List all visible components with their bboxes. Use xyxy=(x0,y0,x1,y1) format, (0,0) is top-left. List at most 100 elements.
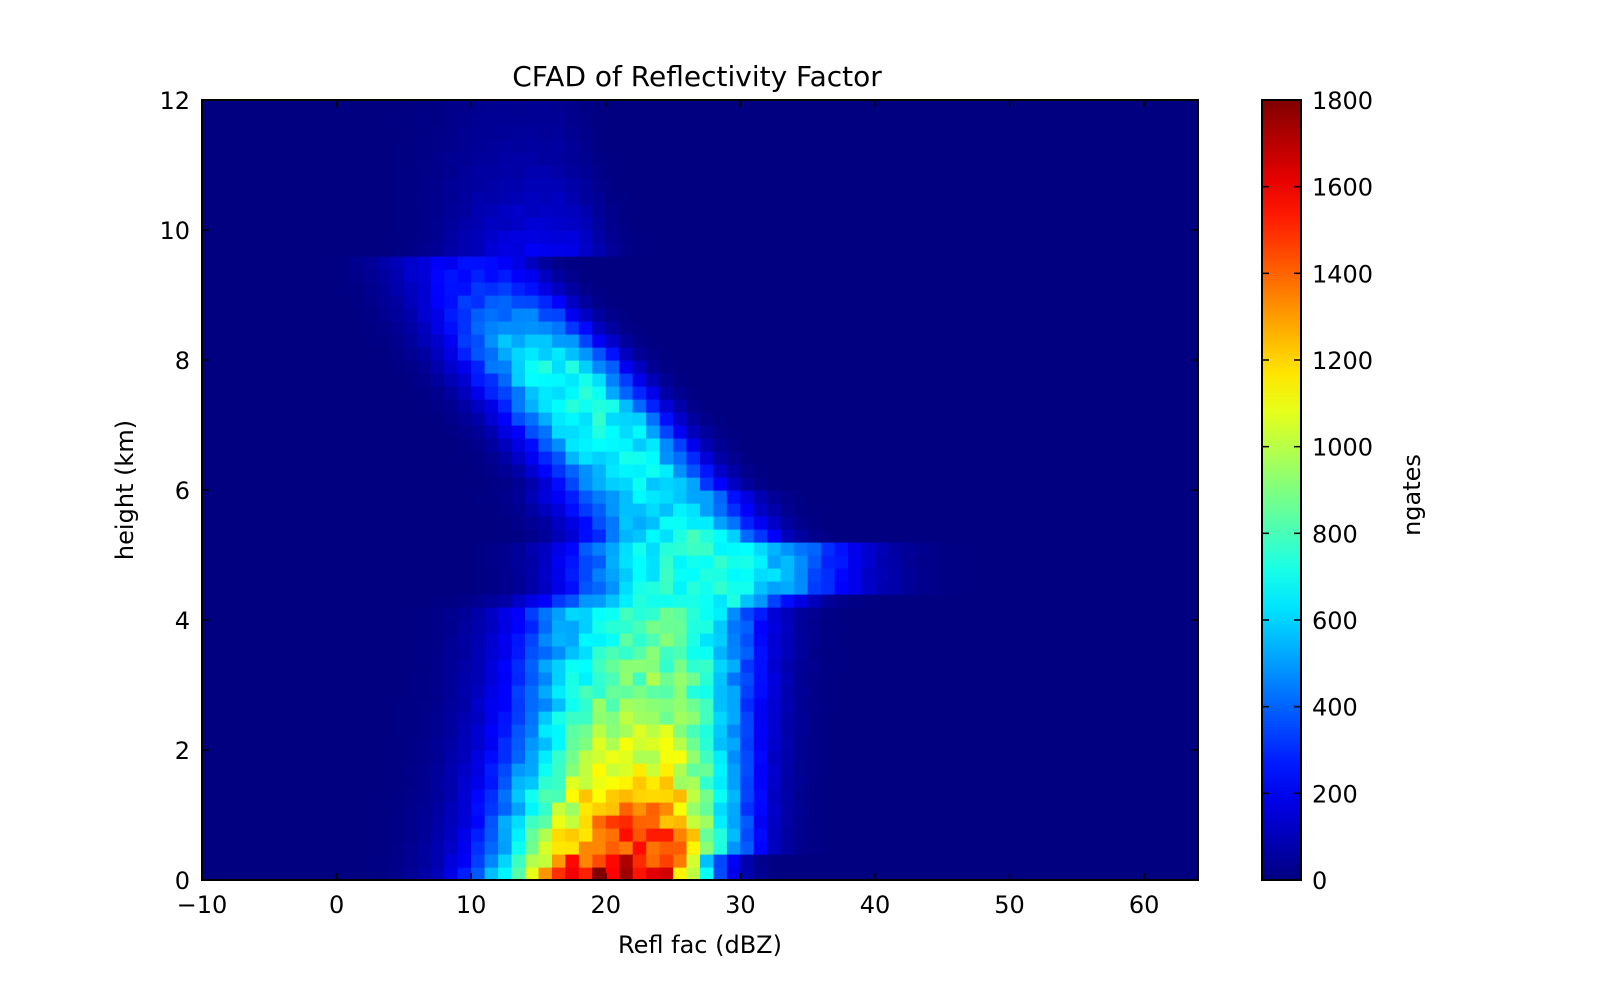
heatmap-cell xyxy=(996,776,1011,790)
heatmap-cell xyxy=(794,802,809,816)
heatmap-cell xyxy=(242,373,257,387)
heatmap-cell xyxy=(1103,399,1118,413)
heatmap-cell xyxy=(296,776,311,790)
heatmap-cell xyxy=(794,269,809,283)
heatmap-cell xyxy=(323,828,338,842)
heatmap-cell xyxy=(673,542,688,556)
heatmap-cell xyxy=(713,178,728,192)
heatmap-cell xyxy=(1076,282,1091,296)
heatmap-cell xyxy=(309,672,324,686)
heatmap-cell xyxy=(417,542,432,556)
heatmap-cell xyxy=(376,646,392,660)
heatmap-cell xyxy=(309,165,324,179)
heatmap-cell xyxy=(780,165,795,179)
heatmap-cell xyxy=(700,568,715,582)
heatmap-cell xyxy=(1157,620,1172,634)
heatmap-cell xyxy=(1036,555,1051,569)
heatmap-cell xyxy=(1117,464,1132,478)
heatmap-cell xyxy=(1090,503,1105,517)
heatmap-cell xyxy=(1171,295,1186,309)
heatmap-cell xyxy=(874,763,890,777)
heatmap-cell xyxy=(740,867,755,881)
heatmap-cell xyxy=(753,451,768,465)
heatmap-cell xyxy=(740,126,755,140)
heatmap-cell xyxy=(323,815,338,829)
heatmap-cell xyxy=(403,334,418,348)
heatmap-cell xyxy=(915,178,930,192)
heatmap-cell xyxy=(834,399,849,413)
heatmap-cell xyxy=(874,230,890,244)
heatmap-cell xyxy=(942,503,957,517)
heatmap-cell xyxy=(1049,568,1065,582)
heatmap-cell xyxy=(242,568,257,582)
heatmap-cell xyxy=(390,347,405,361)
heatmap-cell xyxy=(363,594,378,608)
heatmap-cell xyxy=(848,191,863,205)
heatmap-cell xyxy=(430,386,445,400)
heatmap-cell xyxy=(323,425,338,439)
heatmap-cell xyxy=(323,724,338,738)
heatmap-cell xyxy=(955,113,970,127)
heatmap-cell xyxy=(1130,646,1145,660)
x-axis-ticks: −10 0 10 20 30 40 50 60 xyxy=(177,100,1159,919)
heatmap-cell xyxy=(1076,373,1091,387)
heatmap-cell xyxy=(1023,737,1038,751)
heatmap-cell xyxy=(861,867,876,881)
heatmap-cell xyxy=(242,633,257,647)
heatmap-cell xyxy=(861,152,876,166)
heatmap-cell xyxy=(1009,152,1024,166)
heatmap-cell xyxy=(471,594,486,608)
heatmap-cell xyxy=(969,477,984,491)
heatmap-cell xyxy=(915,750,930,764)
heatmap-cell xyxy=(1090,126,1105,140)
heatmap-cell xyxy=(1009,711,1024,725)
heatmap-cell xyxy=(915,256,930,270)
heatmap-cell xyxy=(888,555,903,569)
heatmap-cell xyxy=(484,451,499,465)
heatmap-cell xyxy=(942,399,957,413)
heatmap-cell xyxy=(1090,295,1105,309)
heatmap-cell xyxy=(309,360,324,374)
heatmap-cell xyxy=(726,750,741,764)
heatmap-cell xyxy=(471,243,486,257)
heatmap-cell xyxy=(955,282,970,296)
heatmap-cell xyxy=(673,464,688,478)
heatmap-cell xyxy=(915,451,930,465)
heatmap-cell xyxy=(1117,685,1132,699)
heatmap-cell xyxy=(969,724,984,738)
heatmap-cell xyxy=(242,399,257,413)
heatmap-cell xyxy=(255,828,270,842)
heatmap-cell xyxy=(605,815,620,829)
heatmap-cell xyxy=(874,659,890,673)
heatmap-cell xyxy=(901,841,916,855)
heatmap-cell xyxy=(982,581,997,595)
heatmap-cell xyxy=(255,295,270,309)
heatmap-cell xyxy=(767,113,782,127)
heatmap-cell xyxy=(336,685,351,699)
heatmap-cell xyxy=(215,217,230,231)
heatmap-cell xyxy=(269,373,284,387)
heatmap-cell xyxy=(955,230,970,244)
heatmap-cell xyxy=(874,295,890,309)
heatmap-cell xyxy=(242,763,257,777)
heatmap-cell xyxy=(821,737,836,751)
heatmap-cell xyxy=(1090,347,1105,361)
heatmap-cell xyxy=(726,867,741,881)
heatmap-cell xyxy=(821,204,836,218)
heatmap-cell xyxy=(740,789,755,803)
heatmap-cell xyxy=(915,334,930,348)
heatmap-cell xyxy=(376,568,392,582)
heatmap-cell xyxy=(861,269,876,283)
heatmap-cell xyxy=(1171,516,1186,530)
heatmap-cell xyxy=(457,243,472,257)
heatmap-cell xyxy=(1063,555,1078,569)
heatmap-cell xyxy=(269,490,284,504)
heatmap-cell xyxy=(296,828,311,842)
heatmap-cell xyxy=(255,308,270,322)
heatmap-cell xyxy=(498,308,513,322)
heatmap-cell xyxy=(1063,581,1078,595)
heatmap-cell xyxy=(484,659,499,673)
heatmap-cell xyxy=(538,412,553,426)
heatmap-cell xyxy=(309,867,324,881)
heatmap-cell xyxy=(942,256,957,270)
